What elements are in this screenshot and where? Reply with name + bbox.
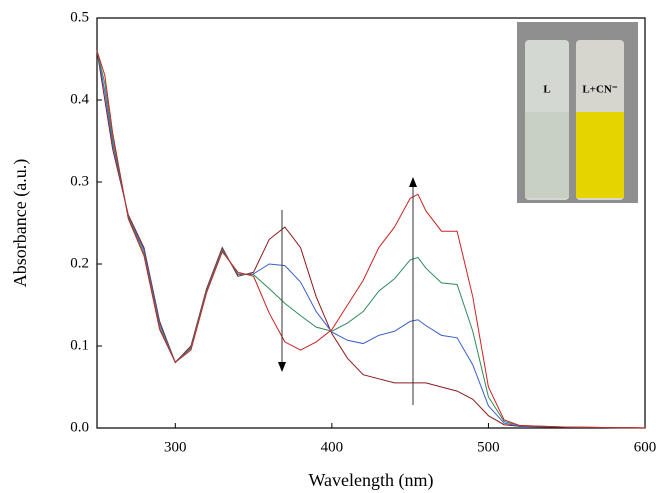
x-tick-label: 600: [634, 439, 657, 455]
y-tick-label: 0.2: [70, 255, 89, 271]
y-tick-label: 0.4: [70, 91, 89, 107]
plot-frame: [96, 17, 646, 429]
spectrum-line: [96, 50, 646, 429]
x-tick-label: 300: [164, 439, 187, 455]
x-tick-label: 400: [321, 439, 344, 455]
y-tick-label: 0.1: [70, 337, 89, 353]
arrows: [278, 177, 417, 405]
y-tick-label: 0.5: [70, 9, 89, 25]
spectrum-line: [96, 50, 646, 429]
vial-liquid: [525, 112, 569, 198]
arrow-head: [409, 177, 417, 187]
y-axis-label: Absorbance (a.u.): [10, 159, 31, 287]
inset-photo: L L+CN⁻: [517, 22, 638, 203]
y-tick-label: 0.3: [70, 173, 89, 189]
x-axis-label: Wavelength (nm): [308, 470, 433, 491]
spectrum-line: [96, 50, 646, 429]
y-tick-label: 0.0: [70, 419, 89, 435]
annotation: L: [543, 84, 550, 96]
vial-liquid: [576, 112, 624, 198]
x-tick-label: 500: [477, 439, 500, 455]
arrow-head: [278, 362, 286, 372]
spectrum-line: [96, 50, 646, 429]
annotation: L+CN⁻: [582, 84, 617, 96]
